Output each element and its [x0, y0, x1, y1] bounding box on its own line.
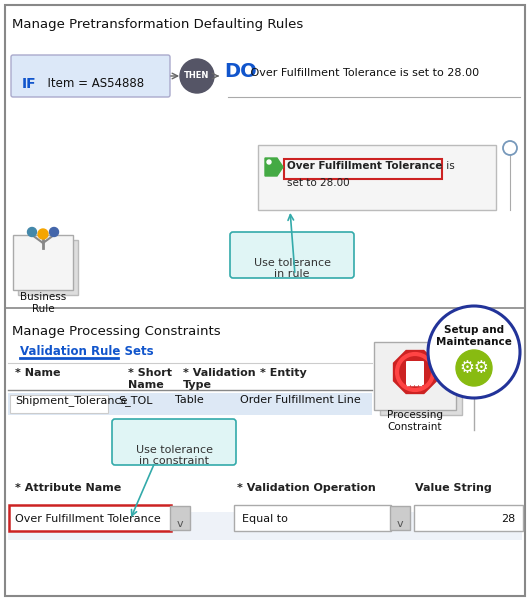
- Text: v: v: [176, 519, 183, 529]
- FancyBboxPatch shape: [258, 145, 496, 210]
- Text: Validation Rule Sets: Validation Rule Sets: [20, 345, 154, 358]
- Text: * Attribute Name: * Attribute Name: [15, 483, 121, 493]
- Text: Setup and
Maintenance: Setup and Maintenance: [436, 325, 512, 347]
- Circle shape: [49, 228, 58, 237]
- Text: Processing
Constraint: Processing Constraint: [387, 410, 443, 432]
- Text: Over Fulfillment Tolerance is set to 28.00: Over Fulfillment Tolerance is set to 28.…: [247, 68, 479, 78]
- FancyBboxPatch shape: [5, 5, 525, 596]
- Text: DO: DO: [224, 62, 257, 81]
- FancyBboxPatch shape: [230, 232, 354, 278]
- Circle shape: [180, 59, 214, 93]
- Text: THEN: THEN: [184, 72, 210, 81]
- Text: Over Fulfillment Tolerance: Over Fulfillment Tolerance: [15, 514, 161, 524]
- Text: Use tolerance: Use tolerance: [136, 445, 213, 455]
- Text: set to 28.00: set to 28.00: [287, 178, 350, 188]
- FancyBboxPatch shape: [9, 505, 171, 531]
- Text: Over Fulfillment Tolerance: Over Fulfillment Tolerance: [287, 161, 443, 171]
- Text: Table: Table: [175, 395, 204, 405]
- Text: ⚙⚙: ⚙⚙: [459, 359, 489, 377]
- Text: Manage Processing Constraints: Manage Processing Constraints: [12, 325, 220, 338]
- Text: in constraint: in constraint: [139, 456, 209, 466]
- FancyBboxPatch shape: [10, 395, 108, 413]
- FancyBboxPatch shape: [13, 235, 73, 290]
- Text: Business
Rule: Business Rule: [20, 292, 66, 314]
- Circle shape: [267, 160, 271, 164]
- Text: Order Fulfillment Line: Order Fulfillment Line: [240, 395, 361, 405]
- FancyBboxPatch shape: [406, 361, 424, 385]
- Text: * Validation Operation: * Validation Operation: [237, 483, 376, 493]
- Text: Shipment_Tolerance: Shipment_Tolerance: [15, 395, 128, 406]
- FancyBboxPatch shape: [414, 505, 523, 531]
- Text: Equal to: Equal to: [242, 514, 288, 524]
- Text: * Entity: * Entity: [260, 368, 307, 378]
- Circle shape: [38, 229, 48, 239]
- Circle shape: [28, 228, 37, 237]
- Circle shape: [428, 306, 520, 398]
- Circle shape: [456, 350, 492, 386]
- Text: * Validation
Type: * Validation Type: [183, 368, 255, 389]
- Text: Item = AS54888: Item = AS54888: [40, 77, 144, 90]
- Text: is: is: [443, 161, 455, 171]
- Text: in rule: in rule: [274, 269, 310, 279]
- Text: v: v: [396, 519, 403, 529]
- Polygon shape: [265, 158, 283, 176]
- Text: Value String: Value String: [415, 483, 492, 493]
- FancyBboxPatch shape: [8, 393, 372, 415]
- FancyBboxPatch shape: [170, 506, 190, 530]
- Text: * Name: * Name: [15, 368, 60, 378]
- FancyBboxPatch shape: [18, 240, 78, 295]
- FancyBboxPatch shape: [234, 505, 391, 531]
- FancyBboxPatch shape: [112, 419, 236, 465]
- FancyBboxPatch shape: [11, 55, 170, 97]
- FancyBboxPatch shape: [284, 159, 442, 179]
- FancyBboxPatch shape: [380, 347, 462, 415]
- Text: S_TOL: S_TOL: [118, 395, 153, 406]
- Text: Use tolerance: Use tolerance: [253, 258, 331, 268]
- Polygon shape: [393, 350, 437, 394]
- Text: IF: IF: [22, 77, 37, 91]
- Text: * Short
Name: * Short Name: [128, 368, 172, 389]
- Text: Manage Pretransformation Defaulting Rules: Manage Pretransformation Defaulting Rule…: [12, 18, 303, 31]
- FancyBboxPatch shape: [374, 342, 456, 410]
- FancyBboxPatch shape: [390, 506, 410, 530]
- FancyBboxPatch shape: [8, 512, 522, 540]
- Text: 28: 28: [501, 514, 515, 524]
